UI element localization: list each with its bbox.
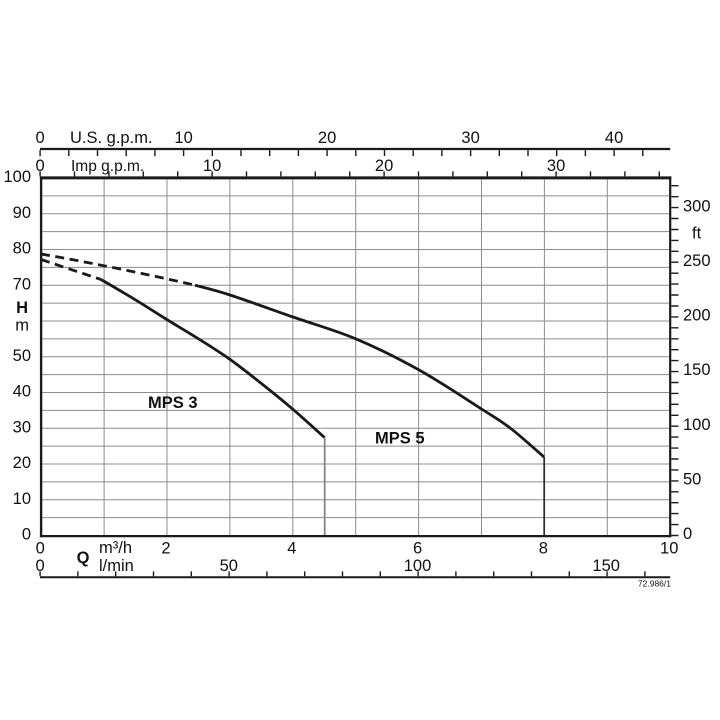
svg-text:50: 50 bbox=[683, 471, 701, 489]
svg-text:0: 0 bbox=[683, 525, 692, 543]
svg-text:20: 20 bbox=[13, 454, 31, 472]
svg-text:150: 150 bbox=[683, 361, 711, 379]
svg-text:10: 10 bbox=[660, 540, 678, 558]
svg-text:30: 30 bbox=[13, 418, 31, 436]
svg-text:20: 20 bbox=[318, 129, 336, 147]
svg-text:8: 8 bbox=[539, 540, 548, 558]
svg-text:ft: ft bbox=[692, 225, 702, 243]
svg-text:40: 40 bbox=[13, 383, 31, 401]
svg-text:0: 0 bbox=[22, 526, 31, 544]
svg-text:100: 100 bbox=[3, 168, 31, 186]
svg-text:10: 10 bbox=[203, 157, 221, 175]
svg-text:30: 30 bbox=[461, 129, 479, 147]
svg-text:MPS 5: MPS 5 bbox=[375, 430, 425, 448]
svg-text:30: 30 bbox=[547, 157, 565, 175]
svg-text:m: m bbox=[15, 317, 29, 335]
svg-text:50: 50 bbox=[220, 557, 238, 575]
svg-text:72.986/1: 72.986/1 bbox=[638, 579, 671, 589]
svg-text:4: 4 bbox=[287, 540, 296, 558]
svg-text:10: 10 bbox=[174, 129, 192, 147]
svg-text:70: 70 bbox=[13, 275, 31, 293]
svg-text:U.S. g.p.m.: U.S. g.p.m. bbox=[70, 129, 153, 147]
svg-text:2: 2 bbox=[161, 540, 170, 558]
svg-text:l/min: l/min bbox=[99, 557, 134, 575]
svg-text:0: 0 bbox=[36, 157, 45, 175]
svg-text:Q: Q bbox=[77, 549, 90, 567]
svg-text:0: 0 bbox=[36, 129, 45, 147]
svg-text:10: 10 bbox=[13, 490, 31, 508]
svg-text:Imp g.p.m.: Imp g.p.m. bbox=[71, 158, 144, 175]
svg-text:90: 90 bbox=[13, 204, 31, 222]
svg-text:m³/h: m³/h bbox=[99, 539, 132, 557]
svg-text:250: 250 bbox=[683, 252, 711, 270]
svg-text:300: 300 bbox=[683, 197, 711, 215]
svg-text:150: 150 bbox=[592, 557, 620, 575]
svg-text:0: 0 bbox=[36, 557, 45, 575]
svg-text:100: 100 bbox=[404, 557, 432, 575]
svg-text:50: 50 bbox=[13, 347, 31, 365]
svg-text:40: 40 bbox=[605, 129, 623, 147]
svg-text:H: H bbox=[16, 299, 28, 317]
svg-text:20: 20 bbox=[375, 157, 393, 175]
svg-text:200: 200 bbox=[683, 307, 711, 325]
svg-text:MPS 3: MPS 3 bbox=[148, 394, 198, 412]
svg-text:100: 100 bbox=[683, 416, 711, 434]
svg-text:80: 80 bbox=[13, 240, 31, 258]
svg-text:6: 6 bbox=[413, 540, 422, 558]
svg-text:0: 0 bbox=[36, 540, 45, 558]
